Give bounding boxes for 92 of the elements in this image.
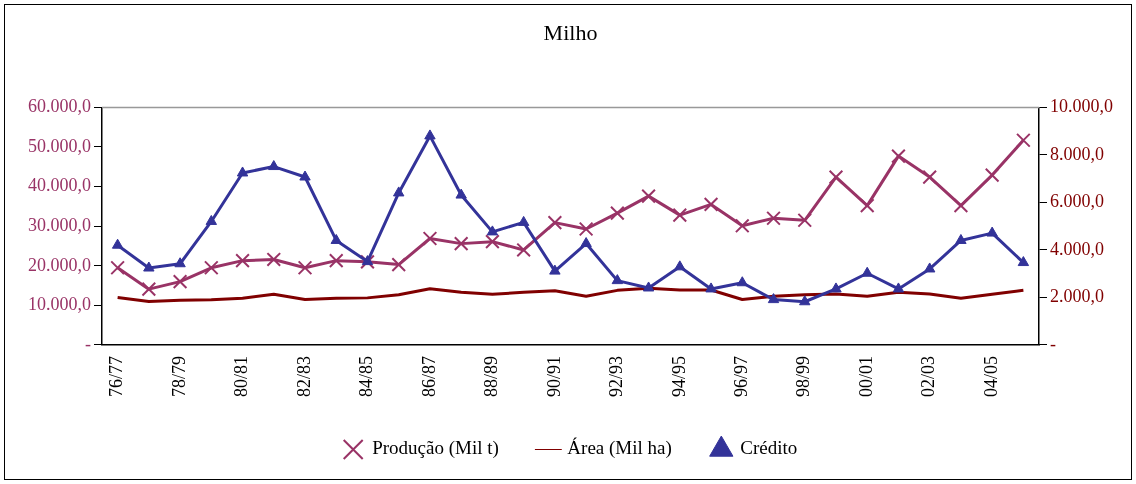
x-tick-label: 84/85: [356, 356, 377, 398]
chart-title: Milho: [543, 19, 598, 45]
point: [922, 169, 938, 185]
point: [266, 252, 282, 267]
point: [892, 282, 905, 293]
y2-tick-label: 2.000,0: [1050, 286, 1104, 307]
point: [797, 212, 813, 228]
point: [861, 266, 873, 277]
x-tick-label: 00/01: [855, 356, 876, 398]
point: [1017, 256, 1030, 267]
point: [297, 260, 313, 276]
point: [143, 261, 155, 272]
point: [609, 205, 625, 221]
point: [205, 214, 218, 225]
point: [453, 236, 469, 251]
x-tick-label: 98/99: [793, 356, 814, 398]
point: [703, 197, 719, 212]
point: [111, 238, 124, 249]
point: [268, 160, 280, 171]
point: [330, 233, 342, 244]
point: [642, 281, 655, 292]
point: [174, 257, 186, 268]
point: [891, 148, 906, 164]
point: [736, 276, 748, 287]
point: [549, 264, 561, 275]
point: [672, 207, 688, 223]
y-tick-label: 50.000,0: [28, 135, 91, 156]
point: [1016, 132, 1031, 148]
point: [422, 231, 438, 246]
point: [674, 260, 686, 271]
point: [734, 218, 750, 234]
x-tick-label: 88/89: [481, 356, 502, 398]
point: [641, 188, 656, 204]
x-tick-label: 86/87: [418, 356, 439, 398]
point: [361, 255, 374, 266]
x-tick-label: 04/05: [980, 356, 1001, 398]
y2-tick-label: 4.000,0: [1050, 238, 1104, 259]
point: [923, 262, 936, 273]
x-tick-label: 02/03: [918, 356, 939, 398]
y-tick-label: 20.000,0: [28, 254, 91, 275]
point: [516, 242, 532, 258]
point: [172, 274, 188, 289]
point: [110, 260, 125, 276]
y-tick-label: 30.000,0: [28, 214, 91, 235]
x-tick-label: 96/97: [731, 356, 752, 398]
point: [767, 293, 780, 304]
y2-tick-label: 10.000,0: [1050, 96, 1113, 117]
x-tick-label: 90/91: [543, 356, 564, 398]
x-tick-label: 82/83: [293, 356, 314, 398]
point: [235, 253, 250, 269]
point: [236, 166, 249, 177]
point: [424, 129, 436, 140]
point: [547, 215, 563, 230]
point: [393, 186, 405, 197]
point: [455, 188, 467, 199]
point: [766, 210, 781, 226]
point: [986, 226, 998, 237]
x-tick-label: 78/79: [168, 356, 189, 398]
point: [578, 221, 594, 237]
legend-label: Área (Mil ha): [567, 437, 672, 460]
point: [799, 295, 811, 306]
point: [580, 237, 592, 248]
point: [391, 257, 407, 272]
point: [859, 198, 875, 213]
y-tick-label: 40.000,0: [28, 175, 91, 196]
y2-tick-label: 8.000,0: [1050, 143, 1104, 164]
x-tick-label: 80/81: [231, 356, 252, 398]
y-tick-label: 10.000,0: [28, 294, 91, 315]
point: [955, 233, 967, 244]
point: [360, 254, 375, 270]
point: [203, 260, 219, 276]
point: [953, 198, 969, 213]
legend-label: Crédito: [740, 437, 798, 459]
point: [984, 167, 1000, 183]
point: [485, 234, 500, 250]
point: [328, 253, 344, 269]
point: [486, 225, 499, 236]
point: [299, 170, 311, 181]
y2-tick-label: -: [1050, 333, 1056, 354]
legend-label: Produção (Mil t): [372, 437, 499, 460]
point: [830, 282, 842, 293]
point: [705, 282, 717, 293]
point: [611, 274, 624, 285]
y-tick-label: -: [85, 333, 91, 354]
x-tick-label: 76/77: [106, 356, 127, 398]
point: [141, 281, 157, 297]
y-tick-label: 60.000,0: [28, 96, 91, 117]
point: [828, 169, 844, 185]
x-tick-label: 94/95: [668, 356, 689, 398]
point: [517, 215, 530, 226]
y2-tick-label: 6.000,0: [1050, 191, 1104, 212]
x-tick-label: 92/93: [606, 356, 627, 398]
